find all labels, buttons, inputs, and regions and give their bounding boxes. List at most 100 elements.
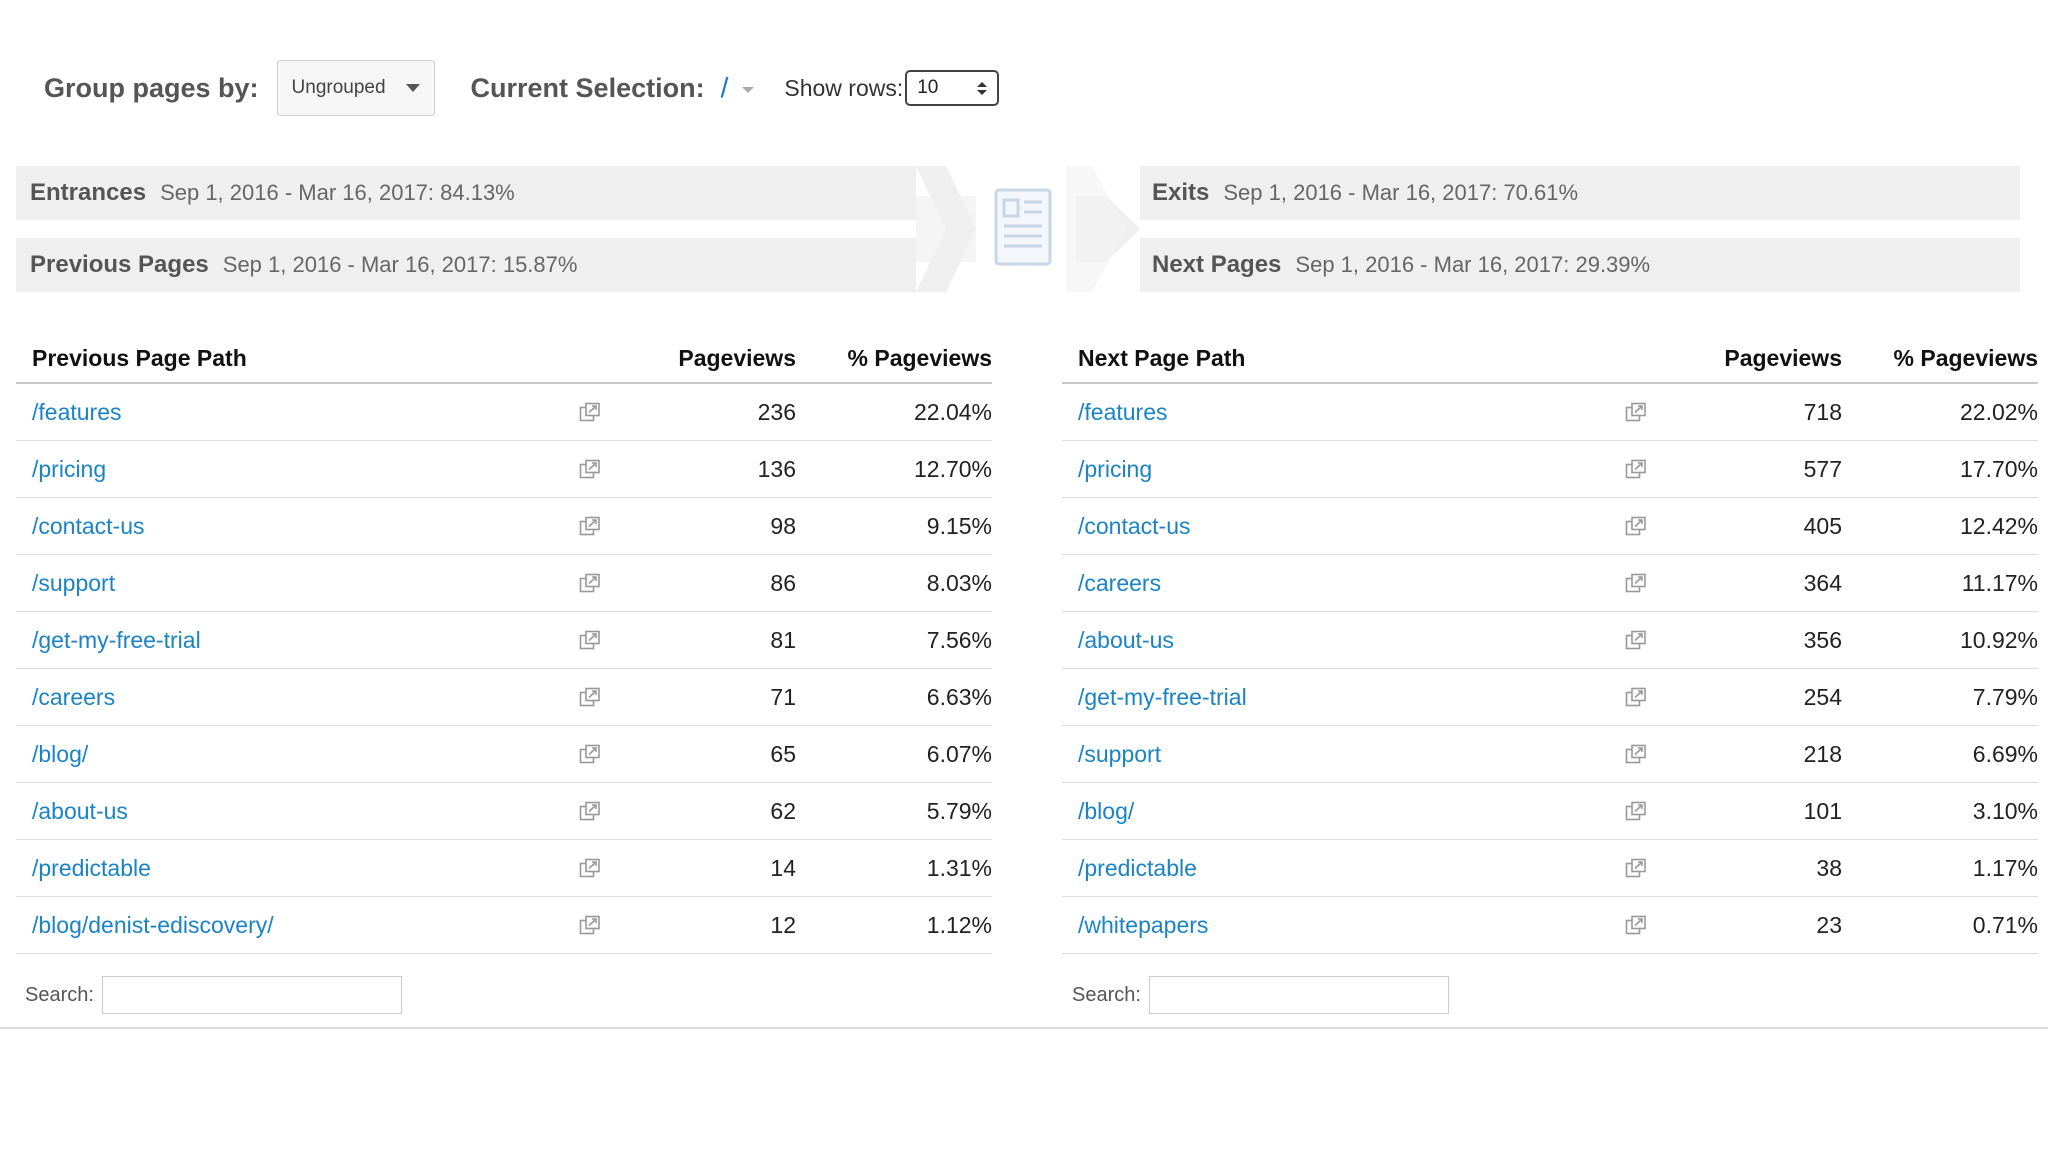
page-path-link[interactable]: /blog/ (1078, 797, 1135, 824)
selection-dropdown-icon[interactable] (742, 87, 755, 93)
table-header: Previous Page Path Pageviews % Pageviews (16, 334, 992, 384)
open-page-icon[interactable] (548, 744, 632, 764)
open-page-icon[interactable] (548, 402, 632, 422)
table-row: /careers 364 11.17% (1062, 555, 2038, 612)
pct-pageviews-value: 6.07% (926, 740, 992, 767)
pct-pageviews-value: 7.79% (1972, 683, 2038, 710)
pageviews-value: 14 (770, 854, 796, 881)
pct-pageviews-value: 5.79% (926, 797, 992, 824)
table-row: /pricing 136 12.70% (16, 441, 992, 498)
table-row: /pricing 577 17.70% (1062, 441, 2038, 498)
page-path-link[interactable]: /blog/denist-ediscovery/ (32, 911, 274, 938)
page-path-link[interactable]: /features (1078, 398, 1168, 425)
pageviews-value: 236 (757, 398, 796, 425)
pageviews-value: 86 (770, 569, 796, 596)
column-header-path[interactable]: Previous Page Path (32, 345, 247, 371)
group-pages-label: Group pages by: (44, 72, 259, 103)
previous-pages-value: Sep 1, 2016 - Mar 16, 2017: 15.87% (222, 252, 578, 277)
column-header-pageviews[interactable]: Pageviews (678, 345, 796, 371)
search-input[interactable] (1148, 976, 1449, 1014)
table-row: /about-us 62 5.79% (16, 783, 992, 840)
page-path-link[interactable]: /careers (1078, 569, 1162, 596)
open-page-icon[interactable] (1594, 801, 1678, 821)
open-page-icon[interactable] (1594, 687, 1678, 707)
open-page-icon[interactable] (1594, 915, 1678, 935)
page-path-link[interactable]: /about-us (32, 797, 128, 824)
pct-pageviews-value: 10.92% (1959, 626, 2038, 653)
open-page-icon[interactable] (548, 516, 632, 536)
pageviews-value: 254 (1803, 683, 1842, 710)
search-input[interactable] (101, 976, 402, 1014)
pageviews-value: 577 (1803, 455, 1842, 482)
open-page-icon[interactable] (1594, 630, 1678, 650)
table-row: /predictable 38 1.17% (1062, 840, 2038, 897)
column-header-path[interactable]: Next Page Path (1078, 345, 1246, 371)
table-row: /get-my-free-trial 81 7.56% (16, 612, 992, 669)
page-path-link[interactable]: /support (32, 569, 116, 596)
page-path-link[interactable]: /predictable (32, 854, 151, 881)
page-path-link[interactable]: /contact-us (32, 512, 145, 539)
page-path-link[interactable]: /blog/ (32, 740, 89, 767)
table-row: /get-my-free-trial 254 7.79% (1062, 669, 2038, 726)
page-path-link[interactable]: /about-us (1078, 626, 1174, 653)
flow-arrows (916, 166, 1140, 292)
pageviews-value: 38 (1816, 854, 1842, 881)
open-page-icon[interactable] (548, 687, 632, 707)
page-path-link[interactable]: /whitepapers (1078, 911, 1209, 938)
open-page-icon[interactable] (548, 801, 632, 821)
next-pages-value: Sep 1, 2016 - Mar 16, 2017: 29.39% (1295, 252, 1651, 277)
current-selection-label: Current Selection: (470, 72, 705, 103)
column-header-pageviews[interactable]: Pageviews (1724, 345, 1842, 371)
show-rows-select[interactable]: 10 (905, 70, 1000, 106)
table-row: /features 718 22.02% (1062, 384, 2038, 441)
pageviews-value: 62 (770, 797, 796, 824)
page-path-link[interactable]: /get-my-free-trial (32, 626, 201, 653)
page-path-link[interactable]: /contact-us (1078, 512, 1191, 539)
open-page-icon[interactable] (548, 630, 632, 650)
current-selection-value[interactable]: / (720, 72, 729, 103)
pct-pageviews-value: 12.42% (1959, 512, 2038, 539)
page-path-link[interactable]: /pricing (32, 455, 107, 482)
open-page-icon[interactable] (548, 858, 632, 878)
entrances-label: Entrances (30, 179, 147, 206)
pct-pageviews-value: 3.10% (1972, 797, 2038, 824)
pct-pageviews-value: 1.17% (1972, 854, 2038, 881)
page-path-link[interactable]: /predictable (1078, 854, 1197, 881)
pageviews-value: 405 (1803, 512, 1842, 539)
next-pages-label: Next Pages (1152, 251, 1282, 278)
column-header-pct-pageviews[interactable]: % Pageviews (1893, 345, 2038, 371)
next-search: Search: (1072, 976, 1449, 1014)
open-page-icon[interactable] (1594, 858, 1678, 878)
exits-value: Sep 1, 2016 - Mar 16, 2017: 70.61% (1223, 180, 1579, 205)
group-pages-dropdown[interactable]: Ungrouped (276, 60, 435, 116)
page-path-link[interactable]: /features (32, 398, 122, 425)
open-page-icon[interactable] (1594, 744, 1678, 764)
open-page-icon[interactable] (548, 459, 632, 479)
entrances-value: Sep 1, 2016 - Mar 16, 2017: 84.13% (160, 180, 515, 205)
previous-pages-label: Previous Pages (30, 251, 209, 278)
pct-pageviews-value: 7.56% (926, 626, 992, 653)
open-page-icon[interactable] (1594, 459, 1678, 479)
spinner-icon (977, 81, 988, 95)
page-path-link[interactable]: /support (1078, 740, 1162, 767)
divider (0, 1027, 2048, 1029)
table-row: /blog/101 3.10% (1062, 783, 2038, 840)
pct-pageviews-value: 9.15% (926, 512, 992, 539)
page-path-link[interactable]: /pricing (1078, 455, 1153, 482)
open-page-icon[interactable] (1594, 402, 1678, 422)
open-page-icon[interactable] (548, 573, 632, 593)
page-path-link[interactable]: /careers (32, 683, 116, 710)
previous-pages-table: Previous Page Path Pageviews % Pageviews… (16, 334, 992, 954)
open-page-icon[interactable] (1594, 516, 1678, 536)
table-row: /blog/65 6.07% (16, 726, 992, 783)
table-row: /about-us 356 10.92% (1062, 612, 2038, 669)
column-header-pct-pageviews[interactable]: % Pageviews (847, 345, 992, 371)
pct-pageviews-value: 22.02% (1959, 398, 2038, 425)
open-page-icon[interactable] (548, 915, 632, 935)
show-rows-label: Show rows: (784, 74, 904, 101)
page-path-link[interactable]: /get-my-free-trial (1078, 683, 1247, 710)
open-page-icon[interactable] (1594, 573, 1678, 593)
pct-pageviews-value: 6.69% (1972, 740, 2038, 767)
page-document-icon (994, 188, 1052, 266)
table-row: /predictable 14 1.31% (16, 840, 992, 897)
